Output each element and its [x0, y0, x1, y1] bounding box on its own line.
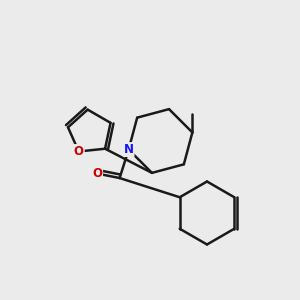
Text: O: O — [74, 145, 84, 158]
Text: N: N — [124, 143, 134, 156]
Text: O: O — [92, 167, 102, 180]
